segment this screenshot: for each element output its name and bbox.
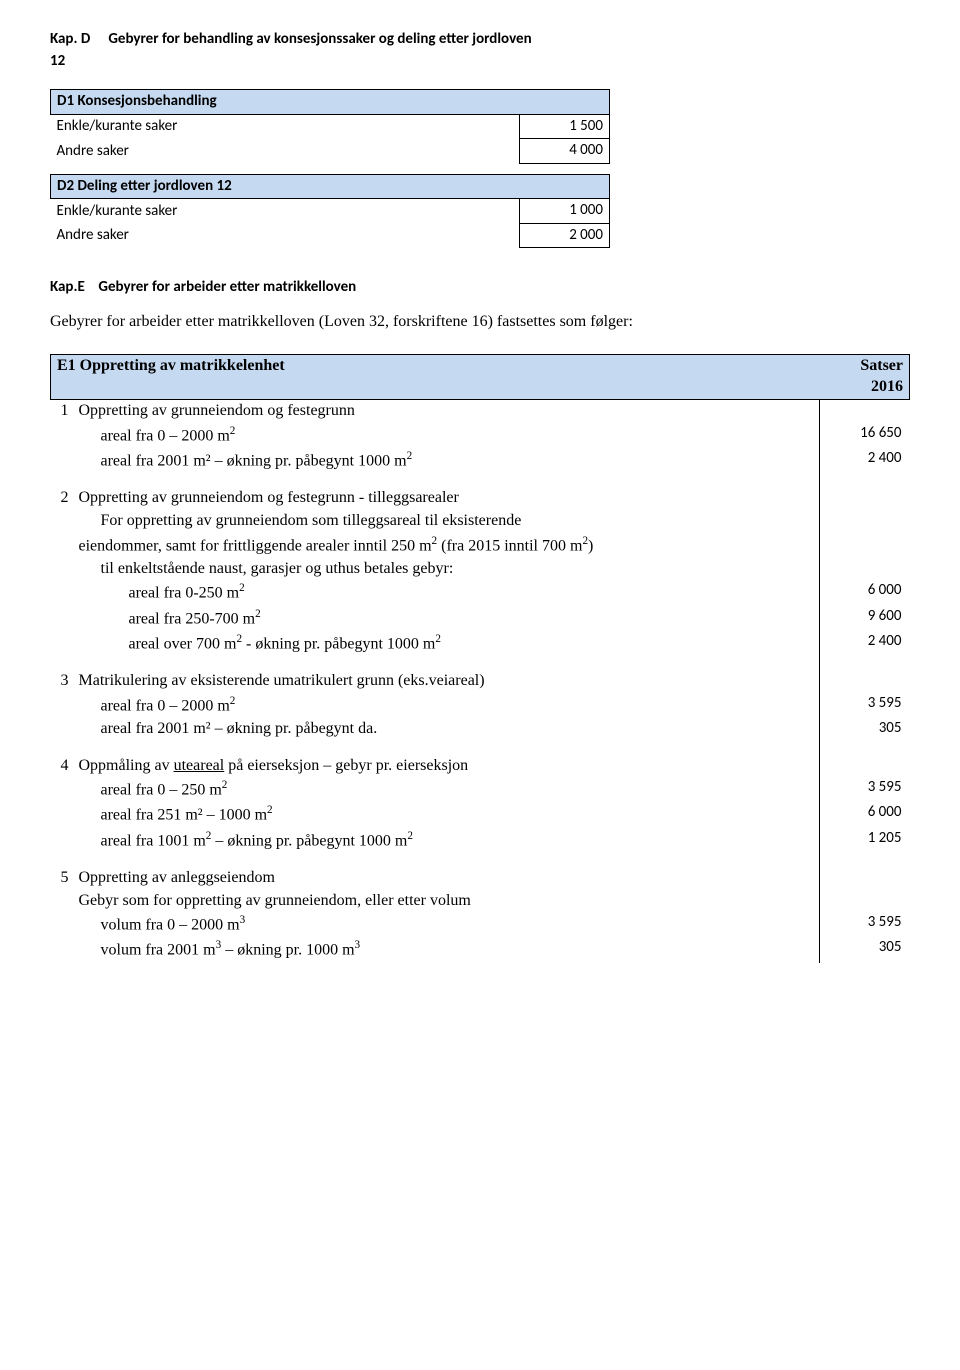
sec4-r3-value: 1 205 (820, 828, 910, 853)
d1-table: D1 Konsesjonsbehandling Enkle/kurante sa… (50, 89, 610, 164)
sec4-r1-label: areal fra 0 – 250 m2 (73, 777, 820, 802)
e1-table: E1 Oppretting av matrikkelenhet Satser 2… (50, 354, 910, 962)
sec2-r1-label: areal fra 0-250 m2 (73, 580, 820, 605)
sec1-r1-label: areal fra 0 – 2000 m2 (73, 423, 820, 448)
sec5-title: Oppretting av anleggseiendom (73, 867, 820, 890)
sec3-r1-label: areal fra 0 – 2000 m2 (73, 693, 820, 718)
sec1-title: Oppretting av grunneiendom og festegrunn (73, 399, 820, 422)
d1-row-value: 4 000 (520, 139, 610, 164)
d2-row-value: 1 000 (520, 199, 610, 224)
sec3-idx: 3 (51, 670, 73, 693)
sec2-p3: til enkeltstående naust, garasjer og uth… (73, 558, 820, 581)
kap-d-paragraph: 12 (50, 52, 910, 72)
sec5-r2-label: volum fra 2001 m3 – økning pr. 1000 m3 (73, 937, 820, 962)
sec2-r2-label: areal fra 250-700 m2 (73, 606, 820, 631)
d1-row-label: Andre saker (51, 139, 520, 164)
kap-e-label: Kap.E (50, 278, 85, 296)
d2-header: D2 Deling etter jordloven 12 (51, 174, 610, 199)
sec1-r2-label: areal fra 2001 m² – økning pr. påbegynt … (73, 448, 820, 473)
e1-header-left: E1 Oppretting av matrikkelenhet (51, 355, 820, 400)
sec3-r2-value: 305 (820, 718, 910, 741)
sec3-title: Matrikulering av eksisterende umatrikule… (73, 670, 820, 693)
sec4-r3-label: areal fra 1001 m2 – økning pr. påbegynt … (73, 828, 820, 853)
sec5-sub: Gebyr som for oppretting av grunneiendom… (73, 890, 820, 913)
e1-header-right: Satser 2016 (820, 355, 910, 400)
sec4-r1-value: 3 595 (820, 777, 910, 802)
sec5-r1-label: volum fra 0 – 2000 m3 (73, 912, 820, 937)
d2-row-value: 2 000 (520, 223, 610, 248)
sec1-idx: 1 (51, 399, 73, 422)
kap-e-title: Gebyrer for arbeider etter matrikkellove… (98, 278, 356, 296)
sec5-r2-value: 305 (820, 937, 910, 962)
sec2-r3-label: areal over 700 m2 - økning pr. påbegynt … (73, 631, 820, 656)
d1-row-value: 1 500 (520, 114, 610, 139)
sec2-title: Oppretting av grunneiendom og festegrunn… (73, 487, 820, 510)
e1-header-row: E1 Oppretting av matrikkelenhet Satser 2… (51, 355, 910, 400)
d1-row-label: Enkle/kurante saker (51, 114, 520, 139)
sec2-p2: eiendommer, samt for frittliggende areal… (73, 533, 820, 558)
d2-row-label: Andre saker (51, 223, 520, 248)
kap-d-title: Gebyrer for behandling av konsesjonssake… (108, 30, 531, 50)
sec3-r2-label: areal fra 2001 m² – økning pr. påbegynt … (73, 718, 820, 741)
sec4-r2-value: 6 000 (820, 802, 910, 827)
sec2-p1: For oppretting av grunneiendom som tille… (73, 510, 820, 533)
sec2-r1-value: 6 000 (820, 580, 910, 605)
sec2-r2-value: 9 600 (820, 606, 910, 631)
sec5-idx: 5 (51, 867, 73, 890)
sec4-title: Oppmåling av uteareal på eierseksjon – g… (73, 755, 820, 778)
sec4-r2-label: areal fra 251 m² – 1000 m2 (73, 802, 820, 827)
kap-d-label: Kap. D (50, 30, 90, 50)
kap-d-heading: Kap. D Gebyrer for behandling av konsesj… (50, 30, 910, 50)
sec1-r2-value: 2 400 (820, 448, 910, 473)
d2-table: D2 Deling etter jordloven 12 Enkle/kuran… (50, 174, 610, 249)
sec2-r3-value: 2 400 (820, 631, 910, 656)
d1-header: D1 Konsesjonsbehandling (51, 90, 610, 115)
kap-e-heading: Kap.E Gebyrer for arbeider etter matrikk… (50, 278, 910, 298)
sec2-idx: 2 (51, 487, 73, 510)
sec5-r1-value: 3 595 (820, 912, 910, 937)
kap-e-description: Gebyrer for arbeider etter matrikkellove… (50, 312, 910, 333)
sec4-idx: 4 (51, 755, 73, 778)
d2-row-label: Enkle/kurante saker (51, 199, 520, 224)
sec3-r1-value: 3 595 (820, 693, 910, 718)
sec1-r1-value: 16 650 (820, 423, 910, 448)
